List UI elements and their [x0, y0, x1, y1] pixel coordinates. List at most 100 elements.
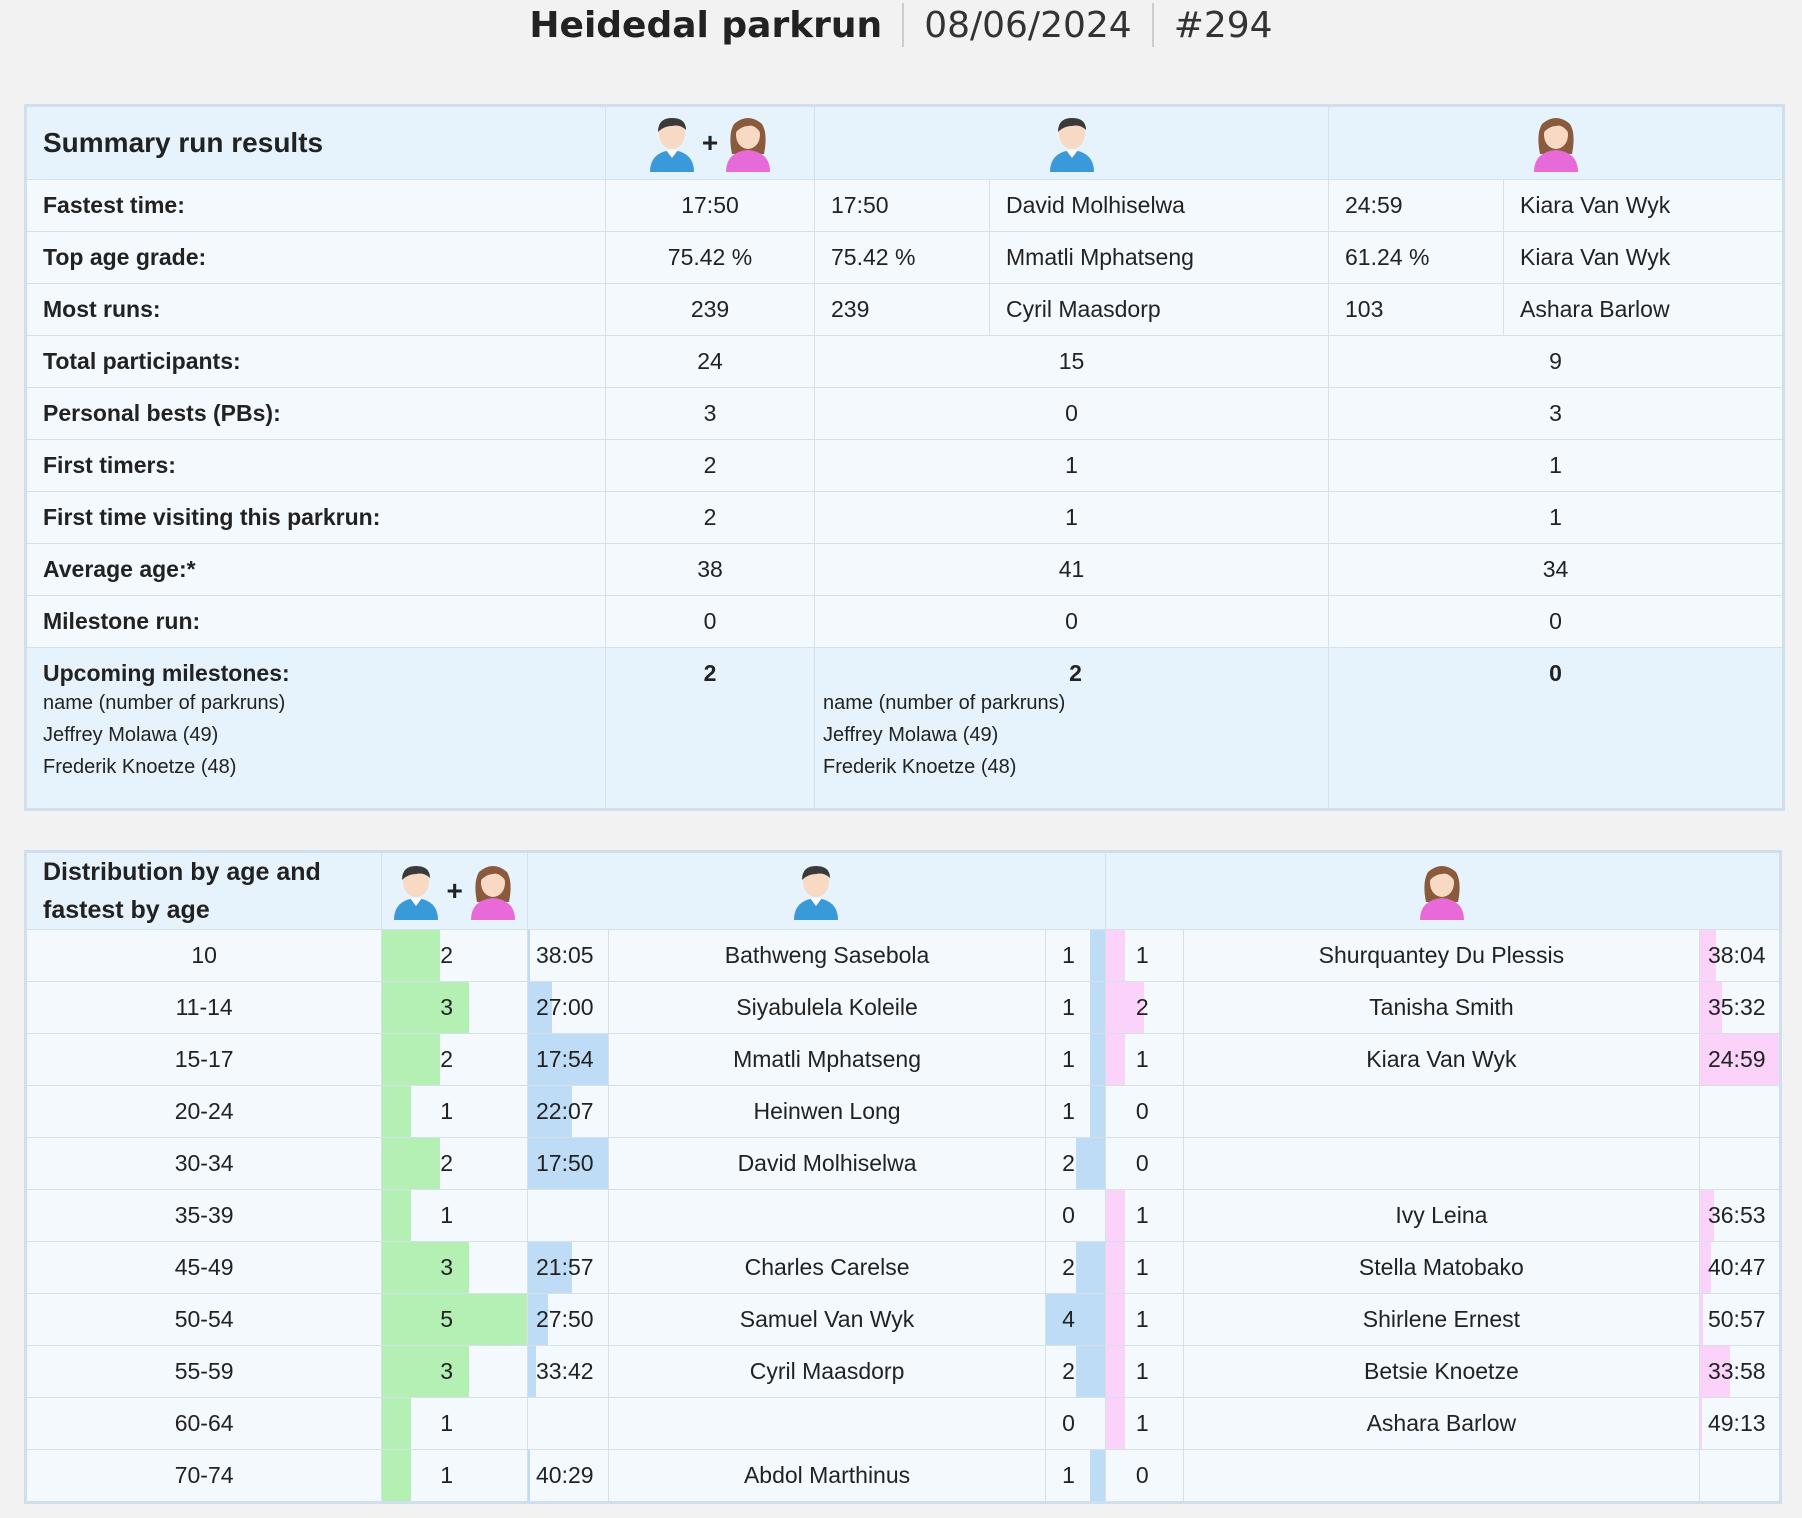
male-count: 4	[1062, 1306, 1075, 1332]
female-fastest-name: Ivy Leina	[1182, 1189, 1700, 1242]
male-name: Cyril Maasdorp	[989, 283, 1329, 336]
male-name: Mmatli Mphatseng	[989, 231, 1329, 284]
age-group: 15-17	[24, 1033, 383, 1086]
female-time-cell: 33:58	[1698, 1345, 1782, 1398]
male-time-cell: 27:50	[526, 1293, 609, 1346]
male-avatar-icon	[646, 114, 698, 172]
male-time-bar	[527, 1242, 572, 1293]
female-fastest-name: Stella Matobako	[1182, 1241, 1700, 1294]
age-group-row: 70-74 1 40:29 Abdol Marthinus 1 0	[24, 1449, 1782, 1503]
female-time-bar	[1699, 1346, 1730, 1397]
total-count: 2	[440, 1150, 454, 1176]
male-count-bar	[1075, 1242, 1105, 1293]
male-count-bar	[1046, 1294, 1105, 1345]
age-group-row: 11-14 3 27:00 Siyabulela Koleile 1 2 Tanisha S…	[24, 981, 1782, 1034]
run-number: #294	[1173, 4, 1273, 46]
age-group: 11-14	[24, 981, 383, 1034]
male-count-cell: 1	[1045, 1033, 1106, 1086]
male-header	[526, 851, 1106, 930]
male-count-cell: 0	[1045, 1189, 1106, 1242]
female-value: 103	[1328, 283, 1504, 336]
total-count-bar	[382, 1034, 441, 1085]
female-fastest-name	[1182, 1085, 1700, 1138]
female-time-cell: 50:57	[1698, 1293, 1782, 1346]
female-name: Kiara Van Wyk	[1503, 179, 1784, 232]
row-label: Personal bests (PBs):	[25, 387, 606, 440]
summary-title: Summary run results	[25, 105, 606, 180]
male-count-cell: 4	[1045, 1293, 1106, 1346]
female-time-cell	[1698, 1085, 1782, 1138]
total-count-cell: 2	[381, 929, 528, 982]
female-count: 1	[1135, 1254, 1149, 1280]
total-count: 3	[440, 994, 454, 1020]
row-label: First timers:	[25, 439, 606, 492]
male-fastest-time: 38:05	[535, 942, 594, 968]
male-count-cell: 1	[1045, 929, 1106, 982]
age-group: 10	[24, 929, 383, 982]
male-fastest-time: 27:00	[535, 994, 594, 1020]
female-value: 0	[1328, 595, 1784, 648]
male-fastest-name: Charles Carelse	[607, 1241, 1047, 1294]
female-time-bar	[1699, 1398, 1703, 1449]
summary-row: Fastest time: 17:50 17:50 David Molhiselwa 2…	[25, 179, 1784, 232]
total-count-cell: 3	[381, 981, 528, 1034]
distribution-table: Distribution by age and fastest by age +…	[24, 850, 1782, 1504]
male-value: 75.42 %	[814, 231, 990, 284]
total-count-cell: 3	[381, 1241, 528, 1294]
summary-row: First time visiting this parkrun: 2 1 1	[25, 491, 1784, 544]
male-fastest-time: 40:29	[535, 1462, 594, 1488]
age-group-row: 35-39 1 0 1 Ivy Leina 36:53	[24, 1189, 1782, 1242]
male-count-cell: 1	[1045, 1449, 1106, 1503]
male-count: 1	[1062, 994, 1075, 1020]
male-value: 15	[814, 335, 1329, 388]
total-count: 3	[440, 1254, 454, 1280]
female-count-cell: 1	[1104, 1241, 1184, 1294]
female-count: 1	[1135, 942, 1149, 968]
total-count-cell: 5	[381, 1293, 528, 1346]
female-avatar-icon	[1416, 862, 1468, 920]
female-fastest-time: 35:32	[1707, 994, 1766, 1020]
male-fastest-time: 17:54	[535, 1046, 594, 1072]
age-group-row: 55-59 3 33:42 Cyril Maasdorp 2 1 Betsie Knoetz…	[24, 1345, 1782, 1398]
total-count-cell: 1	[381, 1397, 528, 1450]
male-value: 1	[814, 439, 1329, 492]
female-count-bar	[1105, 1190, 1126, 1241]
female-fastest-name: Tanisha Smith	[1182, 981, 1700, 1034]
age-group: 70-74	[24, 1449, 383, 1503]
female-time-cell: 35:32	[1698, 981, 1782, 1034]
female-fastest-name: Kiara Van Wyk	[1182, 1033, 1700, 1086]
female-fastest-time: 50:57	[1707, 1306, 1766, 1332]
female-fastest-name: Betsie Knoetze	[1182, 1345, 1700, 1398]
female-avatar-icon	[467, 862, 519, 920]
female-count-bar	[1105, 1398, 1126, 1449]
upcoming-name: Frederik Knoetze (48)	[43, 756, 237, 778]
female-fastest-time: 40:47	[1707, 1254, 1766, 1280]
male-value: 1	[814, 491, 1329, 544]
row-label: Most runs:	[25, 283, 606, 336]
total-count-cell: 3	[381, 1345, 528, 1398]
summary-row: Milestone run: 0 0 0	[25, 595, 1784, 648]
male-count: 1	[1062, 1462, 1075, 1488]
upcoming-label: Upcoming milestones:	[43, 660, 290, 686]
male-avatar-icon	[390, 862, 442, 920]
total-count: 5	[440, 1306, 454, 1332]
male-fastest-name: Cyril Maasdorp	[607, 1345, 1047, 1398]
female-time-bar	[1699, 1242, 1712, 1293]
female-time-bar	[1699, 930, 1716, 981]
male-time-bar	[527, 1138, 608, 1189]
total-count-cell: 1	[381, 1085, 528, 1138]
upcoming-name: Frederik Knoetze (48)	[823, 756, 1017, 778]
female-fastest-name	[1182, 1449, 1700, 1503]
male-count-bar	[1075, 1346, 1105, 1397]
male-avatar-icon	[790, 862, 842, 920]
female-time-bar	[1699, 982, 1723, 1033]
female-time-bar	[1699, 1190, 1715, 1241]
female-count: 1	[1135, 1202, 1149, 1228]
male-fastest-time: 22:07	[535, 1098, 594, 1124]
male-count-bar	[1090, 1034, 1105, 1085]
female-time-cell	[1698, 1137, 1782, 1190]
summary-table: Summary run results + Fastest time: 17:50…	[24, 104, 1785, 811]
total-count-bar	[382, 1346, 470, 1397]
female-value: 34	[1328, 543, 1784, 596]
female-count-bar	[1105, 930, 1126, 981]
